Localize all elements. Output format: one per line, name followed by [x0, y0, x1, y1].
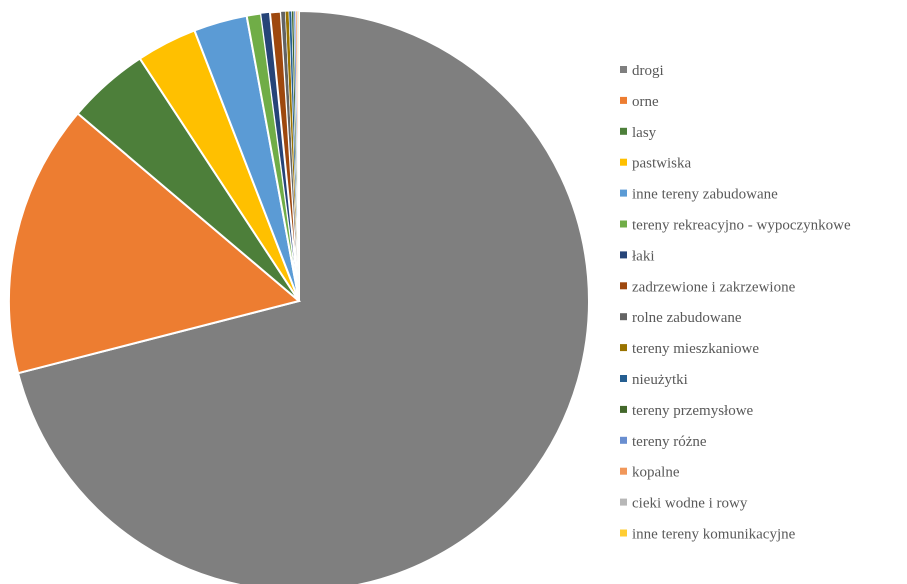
pie-slice-16	[297, 10, 300, 302]
legend-item: tereny przemysłowe	[620, 403, 754, 419]
legend-item: tereny mieszkaniowe	[620, 341, 759, 357]
legend-label: rolne zabudowane	[632, 310, 742, 326]
legend-label: nieużytki	[632, 372, 688, 388]
legend-label: tereny mieszkaniowe	[632, 341, 759, 357]
legend-label: drogi	[632, 63, 664, 79]
legend-swatch	[620, 436, 627, 444]
legend-item: orne	[620, 94, 659, 110]
legend-swatch	[620, 127, 627, 135]
legend-item: nieużytki	[620, 372, 688, 388]
legend-swatch	[620, 282, 627, 290]
legend-label: pastwiska	[632, 156, 692, 172]
legend-swatch	[620, 375, 627, 382]
legend-item: tereny rekreacyjno - wypoczynkowe	[620, 218, 851, 234]
legend-label: tereny przemysłowe	[632, 403, 754, 419]
legend-swatch	[620, 467, 627, 475]
legend-label: inne tereny zabudowane	[632, 187, 778, 203]
legend-swatch	[620, 251, 627, 259]
legend-swatch	[620, 189, 627, 197]
legend-label: kopalne	[632, 465, 680, 481]
pie-slices	[8, 9, 590, 584]
legend-label: tereny rekreacyjno - wypoczynkowe	[632, 218, 851, 234]
pie-slice-1	[16, 9, 590, 584]
legend-item: drogi	[620, 63, 664, 79]
legend-swatch	[620, 96, 627, 104]
legend-item: inne tereny zabudowane	[620, 187, 778, 203]
legend-label: zadrzewione i zakrzewione	[632, 279, 796, 295]
legend-label: lasy	[632, 125, 657, 141]
legend-item: zadrzewione i zakrzewione	[620, 279, 796, 295]
legend-swatch	[620, 498, 627, 506]
legend-swatch	[620, 529, 627, 537]
legend-item: pastwiska	[620, 156, 692, 172]
legend-item: inne tereny komunikacyjne	[620, 527, 796, 543]
legend-swatch	[620, 313, 627, 321]
legend-item: cieki wodne i rowy	[620, 496, 748, 512]
legend-swatch	[620, 66, 627, 73]
legend-item: tereny różne	[620, 434, 707, 450]
chart-legend: drogi orne lasy pastwiska inne tereny zabudo…	[620, 63, 851, 543]
legend-swatch	[620, 220, 627, 228]
legend-label: łaki	[632, 248, 655, 264]
legend-swatch	[620, 405, 627, 413]
legend-item: lasy	[620, 125, 657, 141]
legend-label: inne tereny komunikacyjne	[632, 527, 796, 543]
legend-label: orne	[632, 94, 659, 110]
legend-item: kopalne	[620, 465, 680, 481]
legend-item: rolne zabudowane	[620, 310, 742, 326]
legend-label: cieki wodne i rowy	[632, 496, 748, 512]
pie-slice-2	[8, 112, 302, 375]
legend-swatch	[620, 344, 627, 352]
legend-swatch	[620, 158, 627, 166]
legend-label: tereny różne	[632, 434, 707, 450]
legend-item: łaki	[620, 248, 655, 264]
